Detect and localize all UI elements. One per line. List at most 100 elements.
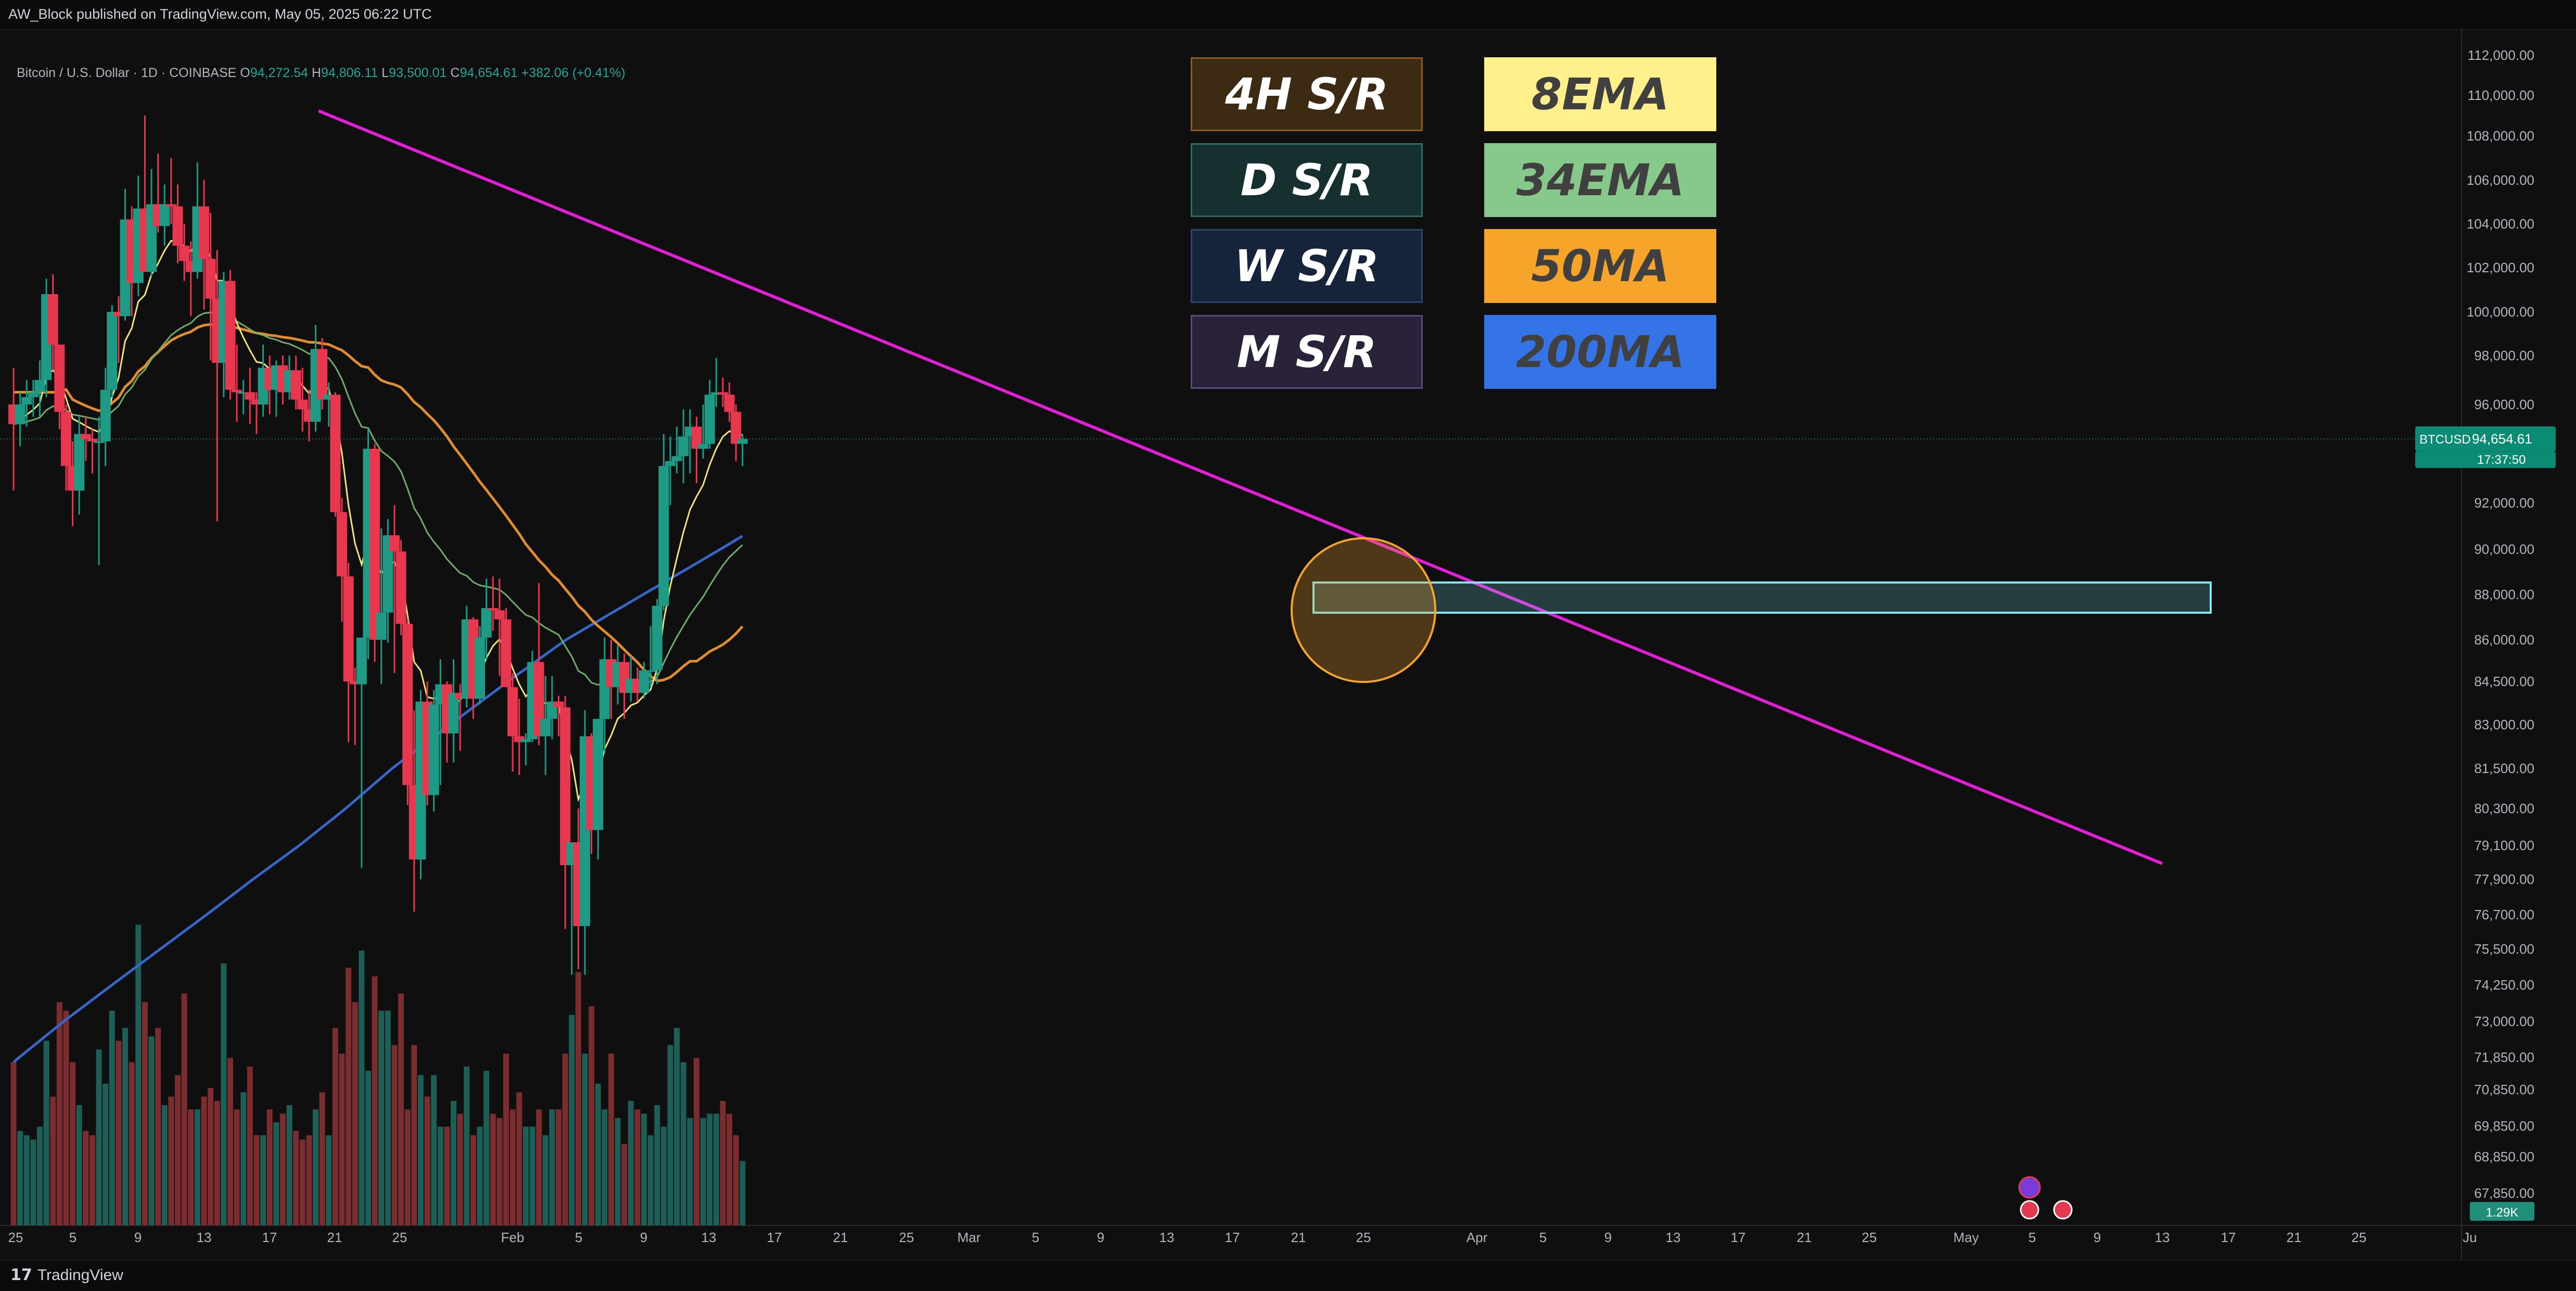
- volume-bar: [142, 1002, 148, 1225]
- volume-bar: [43, 1041, 49, 1225]
- time-tick-label: 17: [2221, 1230, 2236, 1245]
- volume-bar: [155, 1028, 161, 1225]
- volume-bar: [621, 1144, 628, 1225]
- volume-bar: [56, 1002, 62, 1225]
- time-tick-label: 21: [1291, 1230, 1306, 1245]
- time-tick-label: May: [1953, 1230, 1979, 1245]
- price-tick-label: 92,000.00: [2474, 495, 2534, 511]
- candle-body: [428, 704, 439, 795]
- candle-body: [731, 412, 742, 444]
- candle-body: [698, 444, 709, 449]
- tradingview-brand: TradingView: [37, 1266, 123, 1284]
- time-tick-label: 5: [2029, 1230, 2036, 1245]
- volume-bar: [299, 1140, 305, 1225]
- candle-body: [232, 389, 243, 393]
- volume-bar: [687, 1118, 693, 1225]
- candle-body: [665, 461, 675, 466]
- candle-body: [494, 610, 505, 619]
- current-price-value: 94,654.61: [2472, 431, 2532, 447]
- volume-bar: [713, 1113, 719, 1225]
- volume-bar: [96, 1049, 102, 1225]
- candle-body: [652, 605, 662, 670]
- price-tick-label: 81,500.00: [2474, 761, 2534, 776]
- volume-bar: [451, 1100, 457, 1225]
- candle-body: [245, 392, 256, 400]
- candle-body: [356, 637, 367, 685]
- time-tick-label: 17: [1731, 1230, 1746, 1245]
- time-tick-label: 25: [2352, 1230, 2367, 1245]
- candle-body: [540, 718, 551, 737]
- volume-bar: [181, 993, 187, 1225]
- volume-bar: [641, 1113, 647, 1225]
- price-tick-label: 80,300.00: [2474, 801, 2534, 816]
- volume-bar: [234, 1109, 240, 1225]
- volume-bar: [457, 1113, 463, 1225]
- candles: [8, 116, 748, 975]
- time-tick-label: 25: [1356, 1230, 1371, 1245]
- symbol-legend[interactable]: Bitcoin / U.S. Dollar · 1D · COINBASE O9…: [17, 66, 626, 80]
- volume-bar: [273, 1122, 279, 1225]
- candle-body: [107, 312, 118, 390]
- volume-bar: [483, 1071, 490, 1225]
- volume-bar: [398, 993, 404, 1225]
- price-tick-label: 70,850.00: [2474, 1082, 2534, 1097]
- volume-bar: [602, 1109, 608, 1225]
- volume-bar: [23, 1135, 30, 1225]
- candle-body: [560, 707, 571, 865]
- candle-body: [553, 701, 564, 707]
- volume-bar: [214, 1100, 220, 1225]
- legend-50ma-label: 50MA: [1531, 241, 1669, 292]
- event-flags[interactable]: [2018, 1176, 2073, 1220]
- tradingview-logo[interactable]: 17 TradingView: [10, 1266, 123, 1284]
- footer-bar: 17 TradingView: [0, 1260, 2576, 1291]
- volume-bar: [17, 1131, 23, 1225]
- candle-body: [159, 204, 170, 226]
- volume-bar: [680, 1062, 686, 1225]
- time-tick-label: 9: [134, 1230, 142, 1245]
- price-tick-label: 106,000.00: [2467, 172, 2534, 188]
- candle-body: [337, 512, 347, 577]
- volume-bar: [10, 1062, 17, 1225]
- volume-bar: [148, 1036, 155, 1225]
- price-tick-label: 84,500.00: [2474, 674, 2534, 689]
- price-tick-label: 88,000.00: [2474, 587, 2534, 602]
- volume-bar: [161, 1105, 168, 1225]
- time-tick-label: 13: [197, 1230, 212, 1245]
- price-tick-label: 83,000.00: [2474, 717, 2534, 732]
- price-tick-label: 110,000.00: [2468, 87, 2534, 103]
- time-tick-label: 9: [2094, 1230, 2101, 1245]
- support-zone: [1312, 581, 2212, 614]
- candle-body: [54, 345, 65, 412]
- time-tick-label: Feb: [501, 1230, 525, 1245]
- volume-bar: [30, 1140, 36, 1225]
- candle-body: [94, 441, 105, 443]
- time-tick-label: 25: [8, 1230, 23, 1245]
- volume-bar: [352, 1002, 358, 1225]
- drawing-tools[interactable]: [317, 109, 2212, 865]
- volume-bar: [36, 1127, 43, 1225]
- candle-body: [389, 535, 400, 552]
- price-axis[interactable]: 112,000.00 110,000.00 108,000.00 106,000.00…: [2415, 47, 2556, 1221]
- candle-body: [60, 412, 71, 466]
- time-tick-label: 21: [1797, 1230, 1812, 1245]
- time-tick-label: 25: [392, 1230, 407, 1245]
- candle-body: [74, 434, 85, 491]
- candle-body: [100, 389, 111, 441]
- legend-8ema-label: 8EMA: [1531, 69, 1669, 120]
- candle-body: [455, 693, 466, 699]
- volume-bar: [63, 1010, 69, 1225]
- candle-body: [15, 404, 25, 424]
- volume-bar: [378, 1010, 385, 1225]
- chart-area[interactable]: 112,000.00 110,000.00 108,000.00 106,000.00…: [0, 29, 2576, 1260]
- time-axis[interactable]: 25 5 9 13 17 21 25 Feb 5 9 13 17 21 25 Mar 5 9 13 17 21 25 Ap…: [8, 1230, 2477, 1245]
- volume-bar: [444, 1127, 450, 1225]
- price-tick-label: 104,000.00: [2467, 216, 2534, 232]
- volume-bar: [227, 1058, 233, 1225]
- symbol-tag: BTCUSD: [2419, 433, 2471, 447]
- time-tick-label: Ju: [2463, 1230, 2477, 1245]
- candle-body: [645, 670, 656, 672]
- volume-tag-bg: [2470, 1202, 2534, 1221]
- open-value: 94,272.54: [250, 66, 308, 80]
- candlestick-chart[interactable]: 112,000.00 110,000.00 108,000.00 106,000.00…: [0, 29, 2576, 1260]
- candle-body: [205, 259, 216, 299]
